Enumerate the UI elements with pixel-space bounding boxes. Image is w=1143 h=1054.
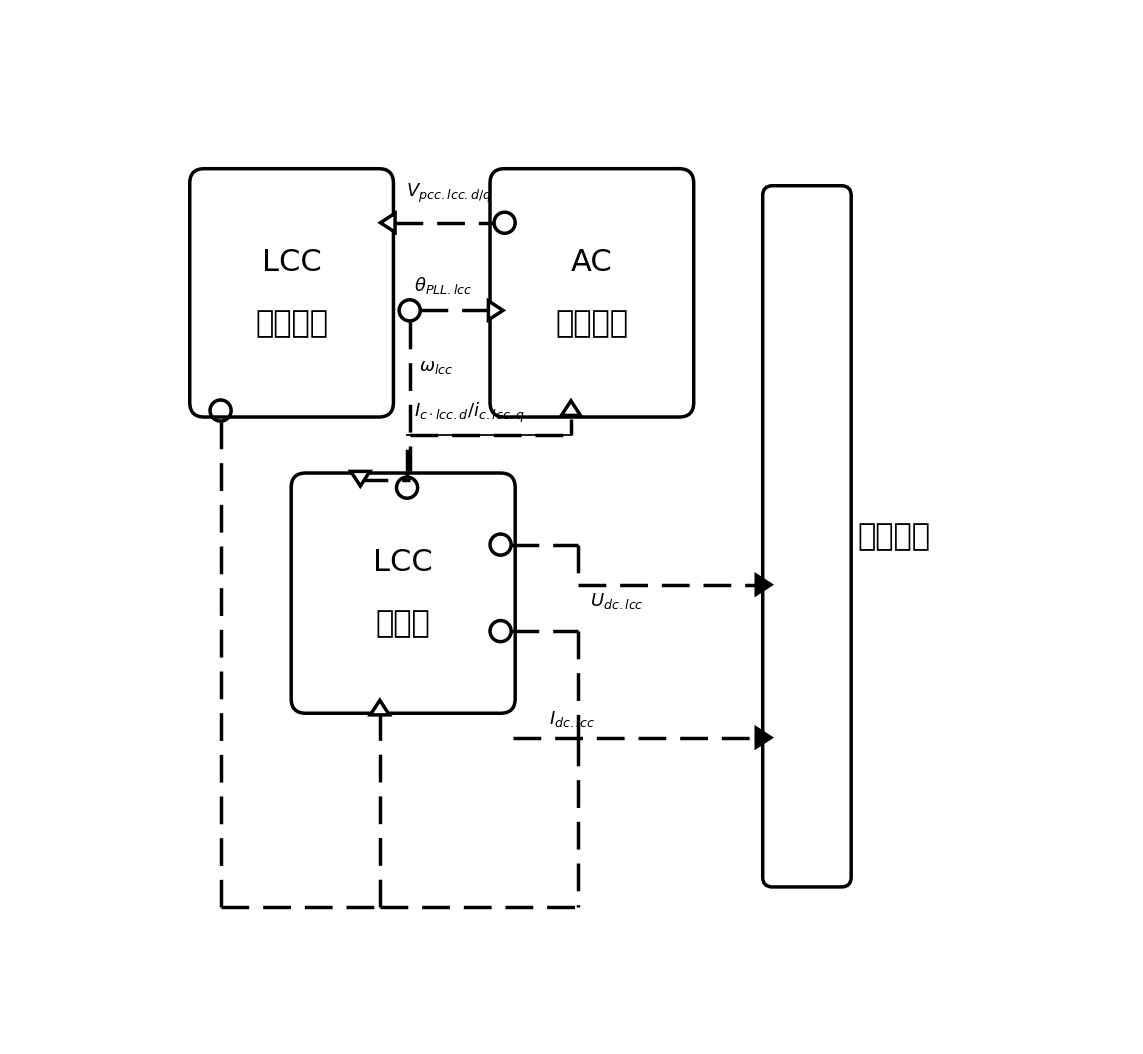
FancyBboxPatch shape (190, 169, 393, 417)
Text: 控制系统: 控制系统 (255, 309, 328, 338)
Text: LCC: LCC (262, 248, 321, 276)
Text: LCC: LCC (374, 548, 433, 577)
Text: $I_{dc.lcc}$: $I_{dc.lcc}$ (550, 709, 596, 729)
Polygon shape (488, 300, 503, 319)
Polygon shape (370, 700, 390, 715)
FancyBboxPatch shape (490, 169, 694, 417)
Text: $\theta_{PLL.lcc}$: $\theta_{PLL.lcc}$ (414, 275, 472, 296)
Text: $V_{pcc.lcc.d/q}$: $V_{pcc.lcc.d/q}$ (406, 181, 491, 204)
FancyBboxPatch shape (762, 186, 852, 886)
Text: 换流站: 换流站 (376, 609, 431, 639)
FancyBboxPatch shape (291, 473, 515, 714)
Text: $\omega_{lcc}$: $\omega_{lcc}$ (419, 358, 454, 376)
Polygon shape (561, 401, 581, 415)
Text: 交流系统: 交流系统 (555, 309, 629, 338)
Text: AC: AC (572, 248, 613, 276)
Polygon shape (757, 575, 770, 594)
Text: 直流线路: 直流线路 (857, 522, 930, 551)
Polygon shape (757, 728, 770, 747)
Polygon shape (351, 471, 370, 486)
Text: $U_{dc.lcc}$: $U_{dc.lcc}$ (590, 591, 644, 611)
Polygon shape (381, 213, 395, 232)
Text: $I_{c\cdot lcc.d}/i_{c.lcc.q}$: $I_{c\cdot lcc.d}/i_{c.lcc.q}$ (414, 401, 525, 425)
